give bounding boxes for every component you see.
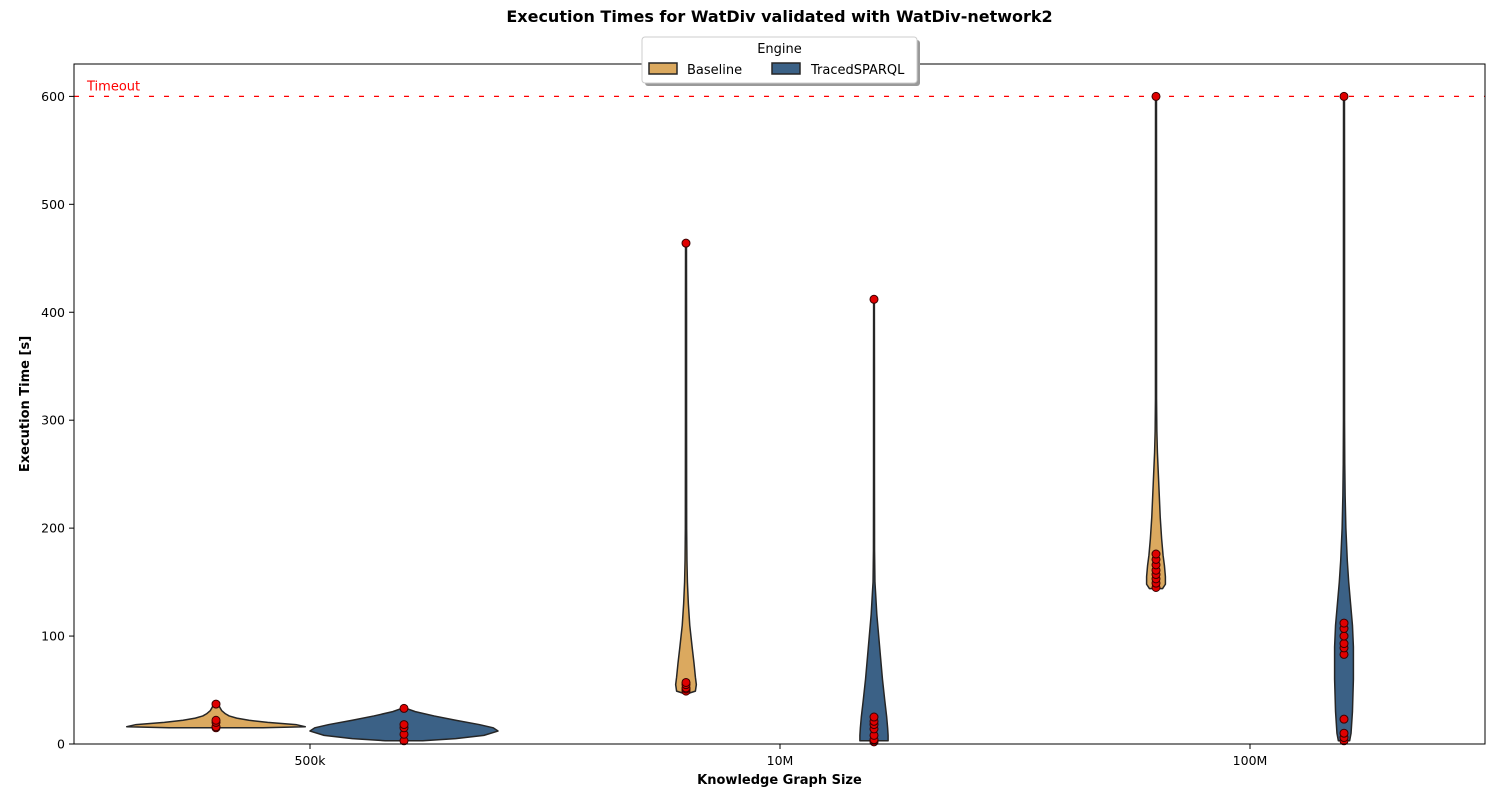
y-tick-label-400: 400: [41, 305, 65, 320]
point-tracedsparql-500k-4: [399, 703, 409, 713]
point-tracedsparql-100m-3: [1339, 714, 1349, 724]
y-tick-label-300: 300: [41, 413, 65, 428]
y-tick-label-200: 200: [41, 521, 65, 536]
point-tracedsparql-10m-7: [869, 294, 879, 304]
point-tracedsparql-100m-6: [1339, 639, 1349, 649]
legend-swatch-baseline: [648, 62, 678, 75]
x-tick-label-500k: 500k: [294, 753, 326, 768]
point-tracedsparql-100m-10: [1339, 91, 1349, 101]
chart-title: Execution Times for WatDiv validated wit…: [506, 7, 1052, 26]
legend: Engine Baseline TracedSPARQL: [641, 36, 920, 86]
plot-area: Timeout 0 100 200 300 400 500 600 500k 10M 100M: [41, 63, 1486, 768]
y-tick-label-0: 0: [57, 737, 65, 752]
y-tick-label-600: 600: [41, 89, 65, 104]
legend-swatch-tracedsparql: [771, 62, 801, 75]
x-axis-label: Knowledge Graph Size: [697, 773, 862, 788]
point-baseline-500k-4: [211, 699, 221, 709]
point-tracedsparql-100m-9: [1339, 618, 1349, 628]
x-tick-label-10M: 10M: [767, 753, 794, 768]
legend-title: Engine: [757, 42, 802, 57]
legend-label-baseline: Baseline: [687, 63, 742, 78]
point-tracedsparql-100m-2: [1339, 728, 1349, 738]
y-axis-label: Execution Time [s]: [18, 336, 33, 472]
point-baseline-500k-3: [211, 715, 221, 725]
point-tracedsparql-100m-7: [1339, 631, 1349, 641]
legend-label-tracedsparql: TracedSPARQL: [810, 63, 905, 78]
legend-box: [641, 36, 918, 84]
point-baseline-100m-8: [1151, 91, 1161, 101]
point-tracedsparql-500k-3: [399, 720, 409, 730]
point-baseline-100m-7: [1151, 549, 1161, 559]
point-baseline-10m-5: [681, 238, 691, 248]
plot-background: [74, 64, 1485, 744]
timeout-label: Timeout: [86, 79, 140, 94]
y-tick-label-100: 100: [41, 629, 65, 644]
point-tracedsparql-10m-6: [869, 712, 879, 722]
x-tick-label-100M: 100M: [1233, 753, 1268, 768]
y-tick-label-500: 500: [41, 197, 65, 212]
point-baseline-10m-4: [681, 677, 691, 687]
